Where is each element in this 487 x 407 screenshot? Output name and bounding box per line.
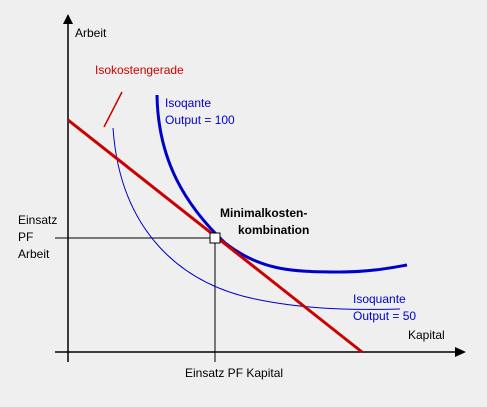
optimum-label: kombination	[238, 223, 309, 237]
y-axis-label: Arbeit	[75, 26, 107, 40]
optimum-label: Minimalkosten-	[220, 206, 307, 220]
isocost-pointer	[103, 91, 123, 128]
isoquant-50-label: Isoquante	[353, 292, 406, 306]
isocost-label: Isokostengerade	[95, 63, 184, 77]
isoquant-100-label: Output = 100	[165, 113, 235, 127]
x-arrow	[455, 347, 466, 357]
isoquant-50	[112, 127, 401, 310]
isoquant-50-label: Output = 50	[353, 309, 416, 323]
capital-input-label: Einsatz PF Kapital	[185, 366, 283, 380]
labor-input-label: Einsatz	[18, 213, 57, 227]
isoquant-100	[155, 94, 408, 274]
y-arrow	[63, 14, 73, 24]
x-axis-label: Kapital	[408, 328, 445, 342]
labor-input-label: Arbeit	[18, 247, 50, 261]
labor-input-label: PF	[18, 230, 33, 244]
isoquant-100-label: Isoqante	[165, 96, 211, 110]
optimum-point	[209, 232, 221, 244]
